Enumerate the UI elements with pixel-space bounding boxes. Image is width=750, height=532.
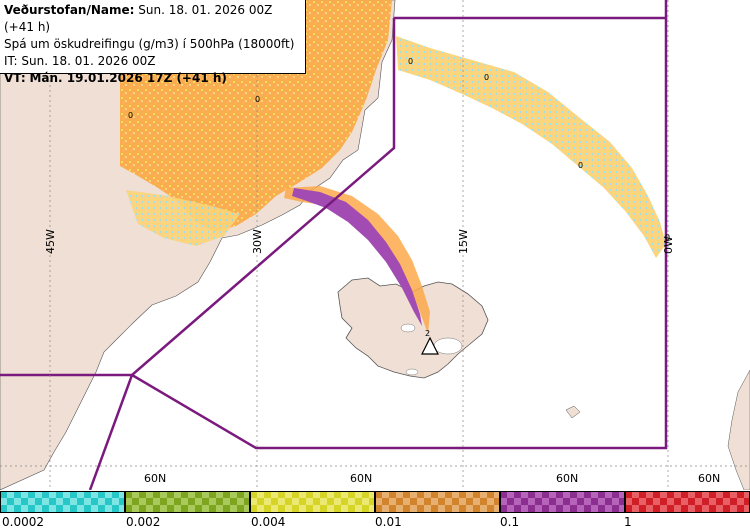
issuer-value: Sun. 18. 01. 2026 00Z (+41 h) [4,3,273,34]
concentration-legend: 0.0002 0.002 0.004 0.01 0.1 1 [0,490,750,532]
valid-time-line: VT: Mán. 19.01.2026 17Z (+41 h) [4,70,301,87]
ash-plume-high [292,188,422,326]
scandinavia-coast [727,369,750,490]
forecast-info-box: Veðurstofan/Name: Sun. 18. 01. 2026 00Z … [0,0,306,85]
glacier [405,368,419,376]
legend-bin [500,491,625,513]
legend-tick: 1 [624,515,632,529]
ash-cloud-band [396,36,666,258]
ash-dispersion-map[interactable]: 45W 30W 15W 0W 60N 60N 60N 60N 0 0 0 0 0… [0,0,750,490]
issuer-line: Veðurstofan/Name: Sun. 18. 01. 2026 00Z … [4,2,301,36]
contour-label: 0 [578,161,583,170]
legend-colorbar [0,491,750,513]
contour-label: 0 [128,111,133,120]
legend-bin [625,491,750,513]
legend-bin [250,491,375,513]
legend-bin [375,491,500,513]
legend-tick: 0.002 [126,515,161,529]
legend-tick: 0.0002 [2,515,44,529]
contour-label: 0 [408,57,413,66]
lat-label-60n: 60N [350,472,372,485]
legend-tick: 0.01 [375,515,402,529]
legend-bin [125,491,250,513]
lat-label-60n: 60N [698,472,720,485]
legend-tick: 0.1 [500,515,520,529]
lat-label-60n: 60N [556,472,578,485]
issuer-label: Veðurstofan/Name: [4,3,135,17]
valid-time-label: VT: [4,71,26,85]
legend-bin [0,491,125,513]
lon-label-0w: 0W [662,236,675,254]
lon-label-30w: 30W [251,229,264,254]
fir-boundary [0,18,396,377]
ash-cloud-patch [126,190,240,246]
lat-label-60n: 60N [144,472,166,485]
contour-label: 0 [255,95,260,104]
contour-label: 2 [425,329,430,338]
fir-boundary [88,374,134,490]
glacier [400,323,416,333]
fir-boundary [131,18,668,450]
initial-time: IT: Sun. 18. 01. 2026 00Z [4,54,156,68]
lon-label-45w: 45W [44,229,57,254]
contour-label: 0 [484,73,489,82]
lon-label-15w: 15W [457,229,470,254]
volcano-triangle-icon[interactable] [421,336,439,355]
valid-time-value: Mán. 19.01.2026 17Z (+41 h) [29,71,227,85]
forecast-description: Spá um öskudreifingu (g/m3) í 500hPa (18… [4,37,295,51]
graticule [0,0,750,490]
legend-tick: 0.004 [251,515,286,529]
glacier [433,337,463,355]
contour-label: 0 [665,233,670,242]
ash-cloud-low [120,0,392,232]
faroe-islands [565,405,581,419]
